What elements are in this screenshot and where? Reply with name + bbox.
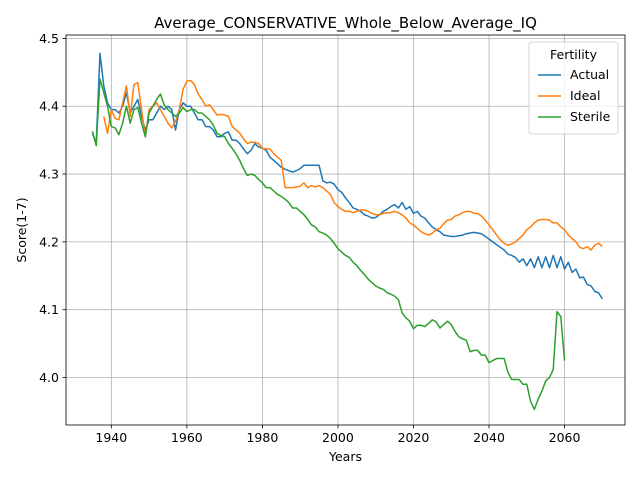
- y-tick-label: 4.5: [39, 31, 59, 46]
- y-tick-label: 4.1: [39, 302, 59, 317]
- axis-ticks: 1940 1960 1980 2000 2020 2040 2060 4.0 4.1 4.2 4.3…: [39, 31, 580, 445]
- legend-label-sterile: Sterile: [570, 109, 611, 124]
- series-line-actual: [91, 52, 603, 300]
- legend-box: [528, 41, 619, 135]
- series-line-ideal: [103, 79, 603, 251]
- x-axis-label: Years: [328, 449, 362, 464]
- y-tick-label: 4.3: [39, 167, 59, 182]
- x-tick-label: 1940: [95, 430, 127, 445]
- chart-title: Average_CONSERVATIVE_Whole_Below_Average…: [154, 14, 537, 33]
- legend: Fertility Actual Ideal Sterile: [528, 41, 619, 135]
- plot-area-frame: [65, 34, 626, 426]
- x-tick-label: 1980: [246, 430, 278, 445]
- y-tick-label: 4.2: [39, 234, 59, 249]
- gridlines: [66, 35, 625, 425]
- legend-title: Fertility: [550, 47, 598, 62]
- legend-label-ideal: Ideal: [570, 88, 600, 103]
- x-tick-label: 2040: [473, 430, 505, 445]
- y-tick-label: 4.4: [39, 99, 59, 114]
- x-tick-label: 1960: [171, 430, 203, 445]
- legend-label-actual: Actual: [570, 67, 609, 82]
- x-tick-label: 2000: [322, 430, 354, 445]
- y-axis-label: Score(1-7): [14, 197, 29, 262]
- y-tick-label: 4.0: [39, 370, 59, 385]
- series-line-sterile: [91, 78, 566, 411]
- legend-entries: Actual Ideal Sterile: [538, 67, 611, 124]
- x-tick-label: 2060: [549, 430, 581, 445]
- x-tick-label: 2020: [398, 430, 430, 445]
- series-lines: [91, 52, 603, 411]
